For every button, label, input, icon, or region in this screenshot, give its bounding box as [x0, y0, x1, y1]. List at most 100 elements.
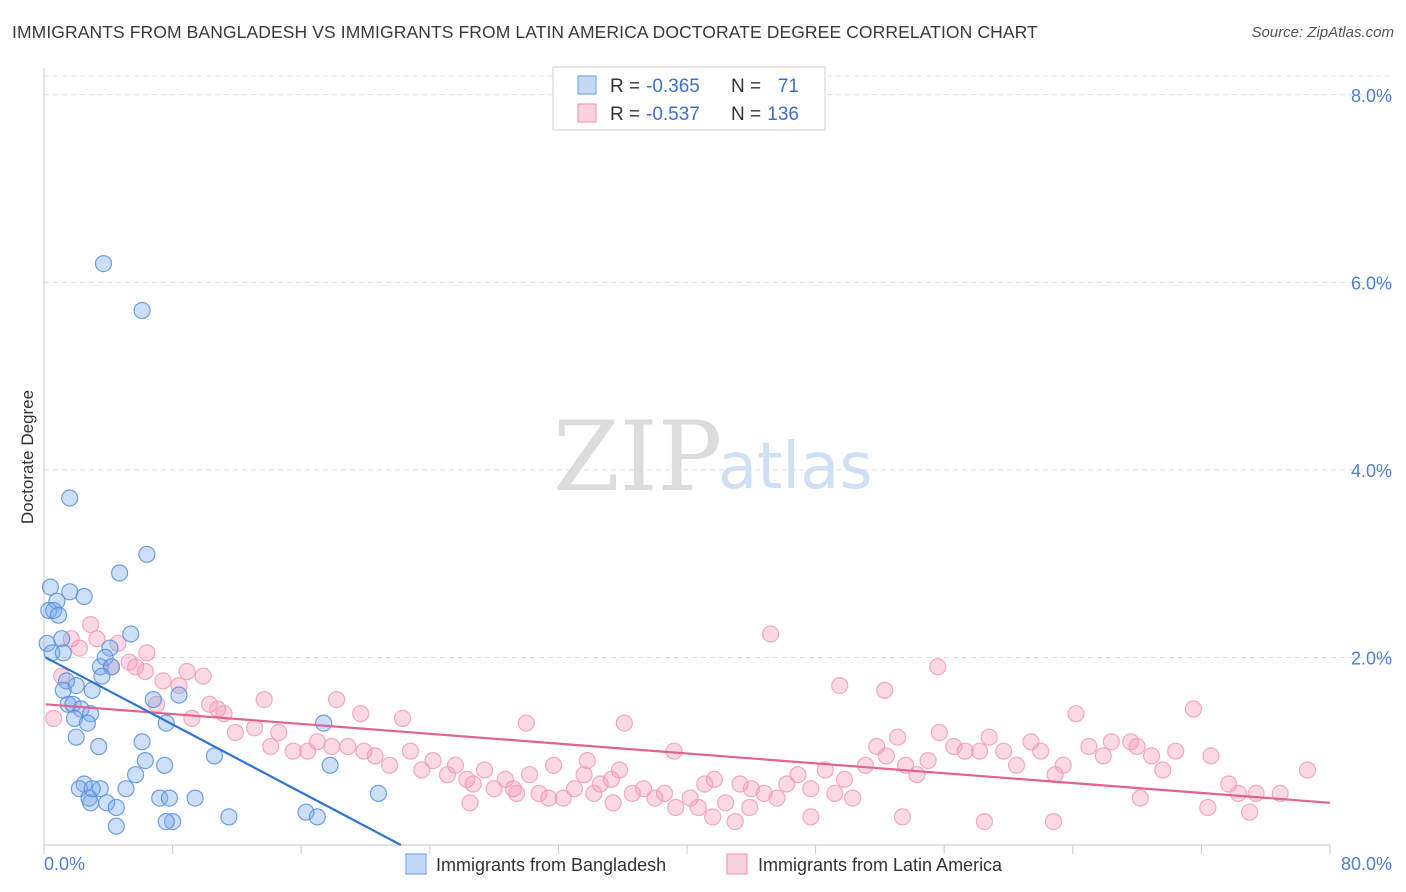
- bangladesh-point-29: [59, 695, 77, 713]
- legend-swatch-latin-america: [577, 103, 597, 123]
- latin-america-point-48: [507, 784, 526, 803]
- bangladesh-point-22: [93, 667, 111, 685]
- latin-america-point-110: [1247, 784, 1265, 803]
- latin-america-point-16: [170, 676, 188, 695]
- bangladesh-point-42: [321, 756, 339, 774]
- latin-america-point-100: [1102, 733, 1121, 751]
- latin-america-point-33: [339, 737, 357, 756]
- latin-america-point-121: [1044, 812, 1063, 831]
- latin-america-point-32: [352, 705, 370, 723]
- latin-america-point-102: [1128, 737, 1146, 756]
- latin-america-point-122: [1131, 789, 1149, 807]
- legend-r-label-1: R =: [610, 76, 640, 97]
- watermark-atlas: atlas: [718, 430, 873, 504]
- latin-america-point-114: [929, 658, 947, 676]
- bangladesh-point-18: [96, 648, 114, 667]
- bottom-legend-label-bangladesh: Immigrants from Bangladesh: [436, 855, 666, 875]
- legend-n-label-2: N =: [731, 104, 761, 125]
- latin-america-point-104: [1154, 761, 1172, 779]
- latin-america-point-74: [802, 780, 820, 798]
- latin-america-point-119: [893, 808, 912, 826]
- bottom-legend-swatch-latin-america: [726, 853, 748, 875]
- latin-america-point-11: [127, 658, 145, 676]
- y-tick-label-2: 4.0%: [1351, 461, 1392, 481]
- latin-america-point-79: [856, 756, 875, 774]
- bangladesh-point-58: [308, 808, 326, 826]
- bangladesh-point-11: [44, 601, 63, 620]
- latin-america-point-131: [578, 751, 596, 770]
- bangladesh-point-60: [164, 812, 182, 831]
- latin-america-point-84: [908, 766, 926, 784]
- latin-america-point-91: [995, 742, 1013, 760]
- latin-america-point-86: [930, 723, 949, 742]
- bangladesh-point-40: [205, 747, 223, 765]
- x-tick-label-start: 0.0%: [44, 854, 85, 874]
- trend-line-latin-america: [45, 703, 1331, 804]
- latin-america-point-61: [646, 789, 664, 807]
- legend-n-value-1: 71: [778, 76, 799, 97]
- latin-america-point-5: [109, 634, 127, 653]
- bangladesh-point-38: [133, 733, 151, 751]
- y-axis-label: Doctorate Degree: [18, 390, 37, 524]
- bangladesh-point-50: [151, 789, 169, 807]
- latin-america-point-96: [1054, 756, 1072, 774]
- bangladesh-point-14: [53, 630, 71, 648]
- latin-america-point-126: [604, 794, 622, 812]
- latin-america-point-31: [328, 690, 346, 709]
- latin-america-point-77: [835, 770, 854, 789]
- source-credit: Source: ZipAtlas.com: [1251, 24, 1394, 41]
- bangladesh-point-44: [127, 766, 145, 784]
- latin-america-point-4: [81, 615, 100, 634]
- latin-america-point-116: [876, 681, 894, 699]
- legend-swatch-bangladesh: [577, 75, 597, 95]
- bangladesh-point-27: [170, 686, 188, 704]
- latin-america-point-15: [154, 672, 172, 690]
- latin-america-point-7: [88, 630, 106, 648]
- latin-america-point-90: [980, 728, 998, 746]
- latin-america-point-107: [1202, 747, 1220, 765]
- bangladesh-point-19: [122, 625, 140, 643]
- latin-america-point-103: [1142, 747, 1161, 765]
- latin-america-point-17: [201, 695, 219, 713]
- latin-america-point-24: [246, 719, 264, 737]
- series-latin-america: [44, 615, 1317, 831]
- bangladesh-point-1: [94, 255, 113, 273]
- legend-n-label-1: N =: [731, 76, 761, 97]
- bangladesh-point-59: [220, 808, 238, 826]
- latin-america-point-129: [461, 794, 479, 812]
- legend-r-value-2: -0.537: [646, 104, 700, 125]
- legend-n-value-2: 136: [767, 104, 799, 125]
- bottom-legend-label-latin-america: Immigrants from Latin America: [758, 855, 1003, 875]
- latin-america-point-76: [826, 784, 844, 803]
- latin-america-point-97: [1067, 705, 1085, 723]
- latin-america-point-30: [323, 737, 341, 756]
- bangladesh-point-36: [315, 714, 333, 732]
- bangladesh-point-34: [78, 714, 97, 732]
- latin-america-point-98: [1080, 737, 1098, 756]
- latin-america-point-54: [575, 766, 593, 784]
- y-tick-labels: 2.0% 4.0% 6.0% 8.0%: [1351, 86, 1392, 669]
- latin-america-point-111: [1271, 784, 1289, 803]
- latin-america-point-68: [731, 775, 749, 793]
- latin-america-point-130: [517, 714, 535, 732]
- latin-america-point-38: [401, 742, 420, 760]
- latin-america-point-67: [716, 794, 735, 812]
- latin-america-point-82: [888, 728, 907, 746]
- latin-america-point-66: [705, 770, 723, 789]
- latin-america-point-118: [802, 808, 820, 826]
- bangladesh-point-8: [75, 587, 93, 606]
- legend-r-value-1: -0.365: [646, 76, 700, 97]
- latin-america-point-109: [1229, 784, 1248, 803]
- bangladesh-point-5: [110, 564, 129, 582]
- latin-america-point-55: [585, 784, 603, 803]
- y-tick-label-1: 2.0%: [1351, 648, 1392, 668]
- latin-america-point-63: [667, 798, 685, 817]
- latin-america-point-73: [789, 766, 807, 784]
- latin-america-point-26: [262, 737, 280, 756]
- latin-america-point-40: [424, 751, 442, 770]
- bangladesh-point-2: [133, 301, 151, 320]
- latin-america-point-127: [540, 789, 558, 807]
- y-tick-label-4: 8.0%: [1351, 86, 1392, 106]
- bangladesh-point-54: [81, 794, 100, 812]
- latin-america-point-125: [689, 798, 707, 817]
